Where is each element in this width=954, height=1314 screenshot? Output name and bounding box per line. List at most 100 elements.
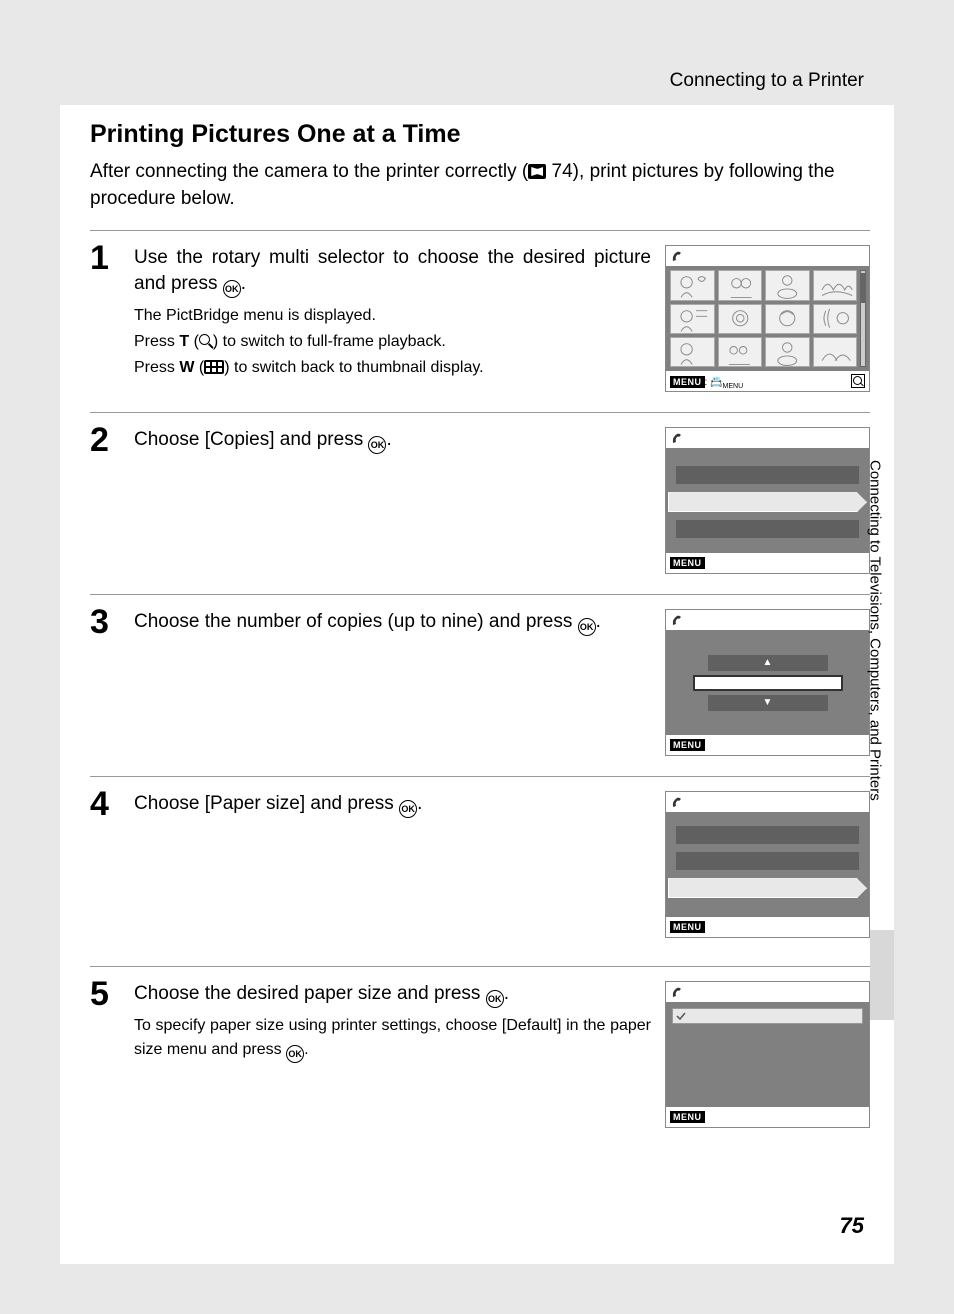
step-title: Choose the desired paper size and press …: [134, 981, 651, 1008]
camera-screen: MENU: [665, 981, 870, 1128]
camera-screen: ▲ ▼ MENU: [665, 609, 870, 756]
step-1-screen: MENU: 📇MENU: [665, 245, 870, 392]
t3: ) to switch to full-frame playback.: [213, 333, 446, 350]
selected-paper-option: [672, 1008, 863, 1024]
sub-text-a: To specify paper size using printer sett…: [134, 1017, 651, 1058]
key-t: T: [179, 333, 189, 350]
menu-item-selected: [668, 492, 867, 512]
step-2: 2 Choose [Copies] and press OK.: [90, 412, 870, 594]
thumbnail: [718, 304, 763, 334]
thumbnail: [765, 270, 810, 300]
t6: ) to switch back to thumbnail display.: [224, 359, 483, 376]
screen-header: [666, 610, 869, 630]
t5: (: [194, 359, 204, 376]
spinner-value: [693, 675, 843, 691]
screen-body: [666, 1002, 869, 1107]
step-number: 4: [90, 787, 120, 821]
pictbridge-icon: [670, 613, 684, 627]
copies-spinner: ▲ ▼: [693, 651, 843, 715]
step-title: Choose the number of copies (up to nine)…: [134, 609, 651, 636]
step-body: Choose [Copies] and press OK.: [134, 423, 651, 460]
step-2-screen: MENU: [665, 427, 870, 574]
thumbnail: [718, 337, 763, 367]
screen-footer: MENU: [666, 1107, 869, 1127]
menu-suffix: MENU: [723, 383, 744, 390]
step-body: Choose [Paper size] and press OK.: [134, 787, 651, 824]
thumbnail: [813, 337, 858, 367]
menu-item: [676, 466, 859, 484]
camera-screen: MENU: 📇MENU: [665, 245, 870, 392]
screen-body: [666, 448, 869, 553]
menu-item: [676, 852, 859, 870]
step-sub: To specify paper size using printer sett…: [134, 1014, 651, 1063]
check-icon: [676, 1011, 686, 1021]
step-title: Choose [Copies] and press OK.: [134, 427, 651, 454]
step-title-tail: .: [596, 611, 601, 632]
screen-footer: MENU: [666, 917, 869, 937]
thumbnail: [813, 270, 858, 300]
step-sub-2: Press T ( ) to switch to full-frame playb…: [134, 330, 651, 354]
screen-header: [666, 246, 869, 266]
scrollbar: [860, 270, 866, 367]
menu-label: MENU: [670, 376, 705, 388]
book-icon: [528, 164, 546, 179]
screen-footer: MENU: 📇MENU: [666, 371, 869, 391]
step-title-tail: .: [386, 429, 391, 450]
step-number: 5: [90, 977, 120, 1011]
step-number: 2: [90, 423, 120, 457]
intro-paragraph: After connecting the camera to the print…: [90, 159, 870, 212]
step-1: 1 Use the rotary multi selector to choos…: [90, 230, 870, 412]
menu-label: MENU: [670, 557, 705, 569]
thumbnail: [670, 270, 715, 300]
pictbridge-icon: [670, 795, 684, 809]
menu-label: MENU: [670, 921, 705, 933]
step-4: 4 Choose [Paper size] and press OK.: [90, 776, 870, 966]
key-w: W: [179, 359, 194, 376]
zoom-icon: [851, 374, 865, 388]
menu-label: MENU: [670, 1111, 705, 1123]
screen-body: [666, 812, 869, 917]
step-title-text: Choose [Paper size] and press: [134, 793, 399, 814]
step-title-text: Choose [Copies] and press: [134, 429, 368, 450]
screen-header: [666, 982, 869, 1002]
thumbnail-icon: [204, 360, 224, 374]
page: Connecting to a Printer Printing Picture…: [60, 50, 894, 1264]
menu-item: [676, 520, 859, 538]
step-3-screen: ▲ ▼ MENU: [665, 609, 870, 756]
step-number: 3: [90, 605, 120, 639]
t1: Press: [134, 333, 179, 350]
thumbnail-grid: [670, 270, 857, 367]
ok-icon: OK: [486, 990, 504, 1008]
menu-item-selected: [668, 878, 867, 898]
arrow-down-icon: ▼: [708, 695, 828, 711]
menu-list: [676, 466, 859, 538]
step-sub-3: Press W () to switch back to thumbnail d…: [134, 356, 651, 380]
thumbnail: [765, 337, 810, 367]
step-number: 1: [90, 241, 120, 275]
screen-footer: MENU: [666, 735, 869, 755]
page-title: Printing Pictures One at a Time: [90, 120, 870, 149]
screen-body: [666, 266, 869, 371]
step-body: Choose the desired paper size and press …: [134, 977, 651, 1063]
step-5: 5 Choose the desired paper size and pres…: [90, 966, 870, 1148]
step-title: Use the rotary multi selector to choose …: [134, 245, 651, 298]
screen-footer: MENU: [666, 553, 869, 573]
step-body: Use the rotary multi selector to choose …: [134, 241, 651, 380]
t2: (: [189, 333, 199, 350]
menu-list: [676, 826, 859, 898]
step-title-text: Use the rotary multi selector to choose …: [134, 247, 651, 294]
step-title-tail: .: [504, 983, 509, 1004]
pictbridge-icon: [670, 431, 684, 445]
thumbnail: [670, 304, 715, 334]
step-title: Choose [Paper size] and press OK.: [134, 791, 651, 818]
screen-body: ▲ ▼: [666, 630, 869, 735]
screen-header: [666, 428, 869, 448]
arrow-up-icon: ▲: [708, 655, 828, 671]
ok-icon: OK: [286, 1045, 304, 1063]
ok-icon: OK: [223, 280, 241, 298]
ok-icon: OK: [368, 436, 386, 454]
thumbnail: [718, 270, 763, 300]
sidebar-text: Connecting to Televisions, Computers, an…: [867, 460, 884, 801]
magnify-icon: [199, 334, 213, 348]
sub-text-b: .: [304, 1041, 308, 1058]
